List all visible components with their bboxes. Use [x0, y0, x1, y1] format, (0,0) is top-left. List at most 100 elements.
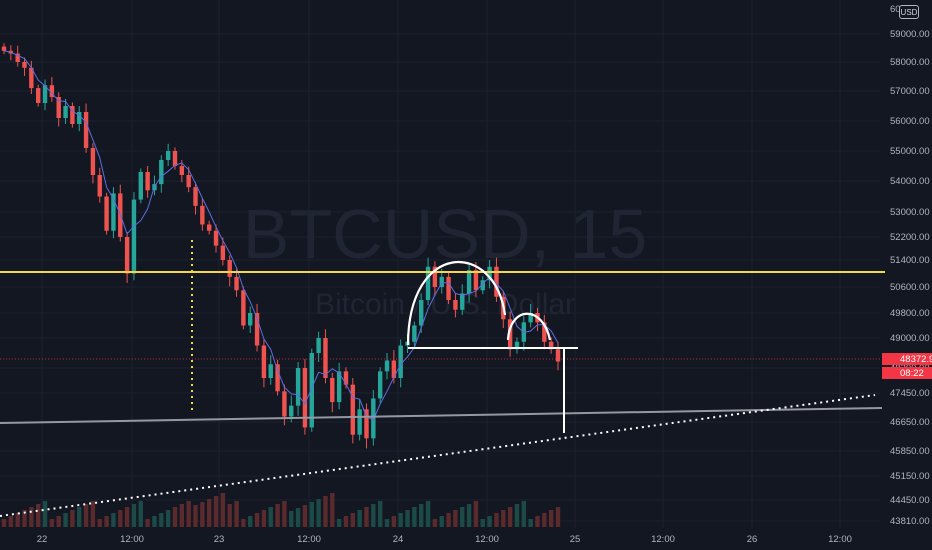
- volume-bar: [97, 519, 102, 527]
- volume-bar: [90, 501, 96, 527]
- candle-body[interactable]: [391, 360, 397, 379]
- volume-bar: [152, 516, 157, 527]
- y-tick-label: 58000.00: [890, 57, 930, 68]
- candle-body[interactable]: [138, 172, 143, 200]
- x-tick-label: 22: [37, 534, 48, 545]
- candle-body[interactable]: [254, 313, 260, 346]
- candle-body[interactable]: [22, 62, 27, 68]
- candle-body[interactable]: [350, 384, 356, 435]
- candle-body[interactable]: [29, 67, 34, 89]
- volume-bar: [425, 501, 431, 527]
- candle-body[interactable]: [295, 368, 301, 406]
- currency-badge[interactable]: USD: [899, 5, 919, 19]
- candle-body[interactable]: [220, 245, 226, 260]
- candle-body[interactable]: [514, 341, 520, 350]
- head-arc[interactable]: [406, 260, 507, 346]
- candle-body[interactable]: [371, 398, 376, 439]
- candle-body[interactable]: [104, 196, 109, 231]
- candle-body[interactable]: [49, 85, 55, 97]
- candle-body[interactable]: [494, 266, 499, 297]
- candle-body[interactable]: [309, 353, 314, 428]
- candle-body[interactable]: [425, 266, 431, 300]
- candle-body[interactable]: [159, 160, 164, 185]
- candle-body[interactable]: [316, 338, 321, 353]
- candle-body[interactable]: [200, 205, 205, 225]
- candle-body[interactable]: [480, 280, 485, 291]
- candle-body[interactable]: [131, 199, 137, 274]
- x-tick-label: 24: [393, 534, 404, 545]
- candle-body[interactable]: [227, 260, 232, 277]
- candle-body[interactable]: [419, 300, 424, 326]
- candle-body[interactable]: [179, 166, 185, 175]
- candle-body[interactable]: [473, 270, 479, 291]
- candle-body[interactable]: [528, 313, 533, 323]
- candle-body[interactable]: [77, 112, 82, 124]
- candle-body[interactable]: [507, 319, 513, 350]
- y-tick-label: 54000.00: [890, 176, 930, 187]
- candle-body[interactable]: [384, 360, 390, 372]
- candle-body[interactable]: [487, 266, 492, 281]
- volume-bar: [466, 504, 472, 527]
- candle-body[interactable]: [165, 151, 171, 160]
- candle-body[interactable]: [323, 338, 328, 378]
- volume-bar: [165, 510, 171, 527]
- candle-body[interactable]: [555, 349, 561, 362]
- candle-body[interactable]: [111, 193, 116, 231]
- candle-body[interactable]: [1, 46, 7, 51]
- candle-body[interactable]: [439, 276, 444, 287]
- candle-body[interactable]: [15, 53, 20, 62]
- candle-body[interactable]: [241, 290, 246, 326]
- candle-body[interactable]: [289, 405, 294, 417]
- candle-body[interactable]: [213, 230, 219, 246]
- candle-body[interactable]: [542, 322, 547, 342]
- candle-body[interactable]: [63, 106, 68, 118]
- candle-body[interactable]: [412, 325, 417, 342]
- volume-bar: [275, 504, 280, 527]
- candle-body[interactable]: [186, 175, 191, 188]
- countdown-badge: [882, 367, 932, 379]
- candle-body[interactable]: [336, 371, 342, 403]
- y-tick-label: 49000.00: [890, 333, 930, 344]
- candle-body[interactable]: [432, 266, 438, 287]
- y-tick-label: 43810.00: [890, 516, 930, 527]
- candle-body[interactable]: [83, 112, 89, 148]
- candle-body[interactable]: [548, 341, 554, 350]
- candle-body[interactable]: [124, 237, 130, 274]
- candle-body[interactable]: [145, 172, 150, 191]
- candlesticks[interactable]: [1, 43, 561, 449]
- candle-body[interactable]: [172, 151, 178, 166]
- candle-body[interactable]: [398, 345, 403, 379]
- candle-body[interactable]: [466, 270, 472, 294]
- candle-body[interactable]: [453, 300, 458, 310]
- candle-body[interactable]: [357, 409, 362, 435]
- candle-body[interactable]: [302, 368, 308, 428]
- candle-body[interactable]: [42, 85, 48, 103]
- candle-body[interactable]: [446, 276, 451, 300]
- price-axis[interactable]: 43810.00 44450.00 45150.00 45850.00 46650.00…: [890, 29, 930, 527]
- candle-body[interactable]: [377, 371, 383, 399]
- candle-body[interactable]: [90, 148, 96, 175]
- volume-bar: [8, 516, 14, 527]
- volume-bar: [446, 513, 451, 527]
- volume-bar: [521, 501, 527, 527]
- candle-body[interactable]: [460, 293, 465, 310]
- time-axis[interactable]: 22 12:00 23 12:00 24 12:00 25 12:00 26 12:00: [37, 534, 852, 545]
- candle-body[interactable]: [70, 106, 75, 124]
- candle-body[interactable]: [343, 371, 349, 385]
- candle-body[interactable]: [275, 364, 280, 392]
- candle-body[interactable]: [268, 364, 273, 378]
- candle-body[interactable]: [193, 187, 198, 206]
- candle-body[interactable]: [248, 313, 253, 326]
- candle-body[interactable]: [56, 97, 61, 118]
- support-line[interactable]: [0, 407, 883, 424]
- candle-body[interactable]: [35, 88, 41, 103]
- candle-body[interactable]: [282, 391, 287, 417]
- candle-body[interactable]: [330, 378, 335, 403]
- candle-body[interactable]: [234, 276, 239, 291]
- candle-body[interactable]: [364, 409, 369, 439]
- candle-body[interactable]: [206, 224, 212, 231]
- right-shoulder-arc[interactable]: [506, 312, 552, 341]
- candle-body[interactable]: [261, 345, 267, 379]
- candle-body[interactable]: [97, 175, 102, 197]
